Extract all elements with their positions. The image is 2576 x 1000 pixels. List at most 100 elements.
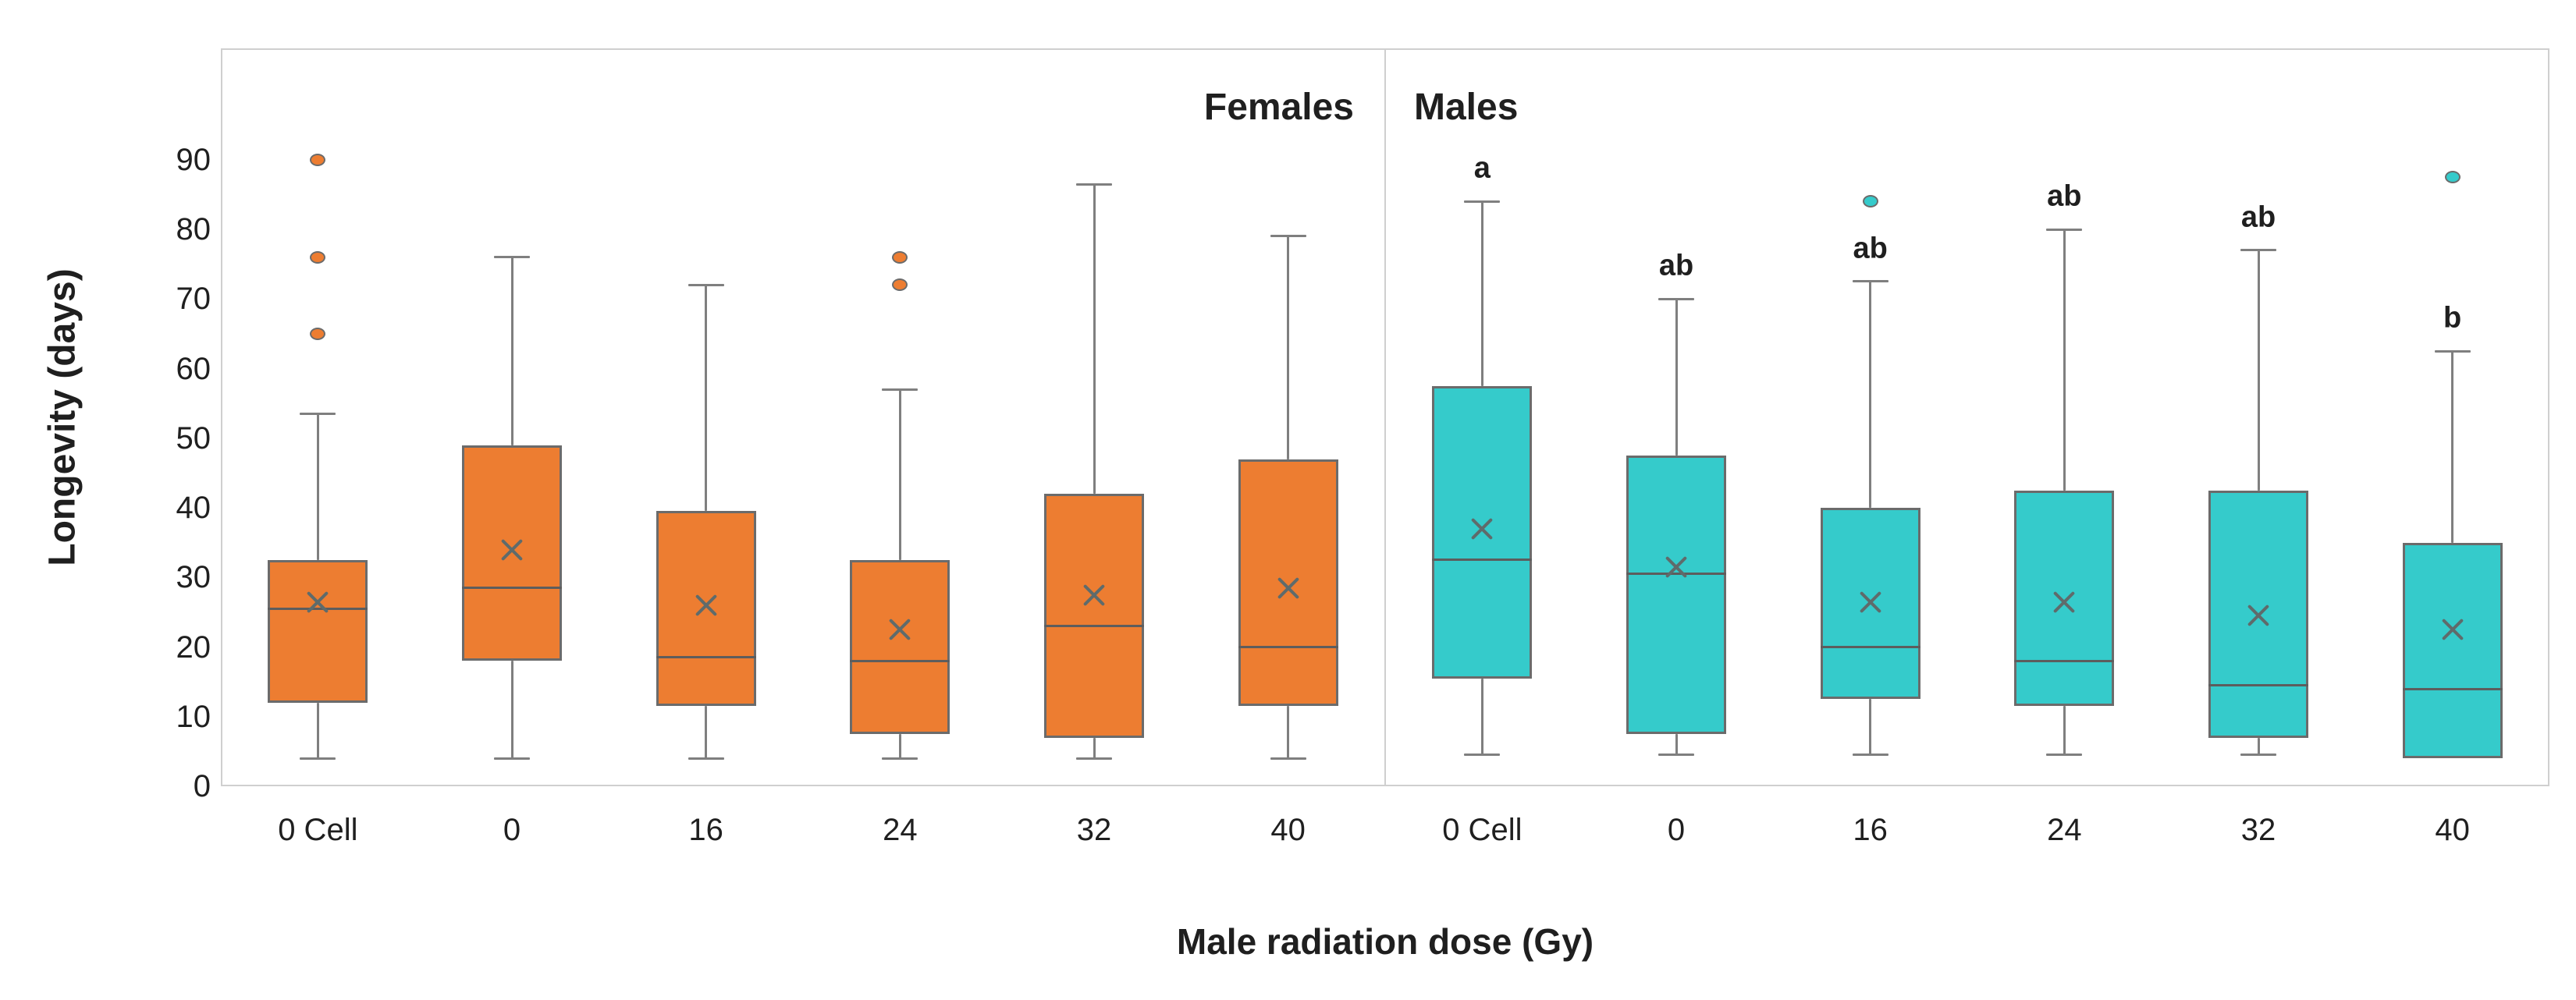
- whisker-lower-line: [316, 702, 319, 759]
- whisker-lower-line: [1287, 706, 1290, 759]
- mean-marker: [691, 590, 722, 621]
- whisker-lower-cap: [882, 757, 918, 760]
- iqr-box: [1238, 459, 1338, 707]
- median-line: [850, 659, 950, 662]
- outlier-point: [310, 250, 326, 264]
- mean-marker: [884, 614, 915, 645]
- whisker-upper-cap: [1852, 280, 1888, 283]
- whisker-lower-cap: [1852, 754, 1888, 757]
- whisker-upper-line: [2451, 351, 2454, 543]
- significance-letter: ab: [2047, 179, 2082, 213]
- whisker-lower-line: [2257, 737, 2260, 755]
- whisker-upper-cap: [1076, 183, 1112, 186]
- whisker-upper-cap: [494, 256, 530, 259]
- iqr-box: [1432, 385, 1533, 679]
- iqr-box: [1626, 456, 1726, 735]
- x-tick-label: 24: [2047, 813, 2082, 847]
- whisker-lower-line: [2063, 706, 2066, 755]
- y-tick-label: 30: [176, 560, 211, 595]
- whisker-upper-cap: [2046, 228, 2083, 231]
- significance-letter: ab: [1658, 249, 1694, 282]
- y-tick-label: 70: [176, 282, 211, 317]
- median-line: [2208, 684, 2308, 687]
- mean-marker: [2243, 600, 2274, 631]
- whisker-upper-line: [2257, 250, 2260, 491]
- x-tick-label: 32: [2240, 813, 2276, 847]
- whisker-upper-line: [510, 257, 513, 445]
- whisker-lower-line: [705, 706, 708, 759]
- median-line: [268, 607, 368, 610]
- panel-label-females: Females: [1203, 87, 1354, 128]
- median-line: [462, 587, 562, 590]
- x-tick-label: 16: [688, 813, 723, 847]
- iqr-box: [268, 559, 368, 703]
- whisker-lower-cap: [1658, 754, 1694, 757]
- whisker-upper-line: [1287, 236, 1290, 459]
- significance-letter: ab: [1853, 232, 1888, 265]
- whisker-lower-line: [898, 734, 901, 759]
- y-tick-label: 90: [176, 142, 211, 177]
- mean-marker: [302, 587, 333, 618]
- x-axis-title: Male radiation dose (Gy): [1176, 921, 1594, 962]
- whisker-upper-cap: [1270, 235, 1306, 238]
- y-tick-label: 40: [176, 491, 211, 526]
- outlier-point: [310, 327, 326, 340]
- y-tick-label: 10: [176, 699, 211, 734]
- mean-marker: [2437, 614, 2468, 645]
- whisker-lower-cap: [688, 757, 724, 760]
- median-line: [2014, 659, 2115, 662]
- whisker-lower-cap: [1270, 757, 1306, 760]
- x-tick-label: 24: [883, 813, 918, 847]
- x-tick-label: 0: [1667, 813, 1686, 847]
- mean-marker: [1273, 573, 1304, 604]
- whisker-upper-line: [1869, 281, 1872, 509]
- x-tick-label: 0 Cell: [1442, 813, 1523, 847]
- y-tick-label: 60: [176, 351, 211, 386]
- iqr-box: [1044, 494, 1144, 738]
- whisker-upper-cap: [688, 283, 724, 286]
- median-line: [2402, 687, 2503, 690]
- whisker-lower-line: [1093, 737, 1096, 759]
- whisker-upper-line: [1093, 184, 1096, 495]
- whisker-upper-line: [705, 285, 708, 512]
- outlier-point: [892, 250, 908, 264]
- y-tick-label: 80: [176, 212, 211, 247]
- outlier-point: [310, 153, 326, 166]
- whisker-upper-line: [898, 389, 901, 560]
- median-line: [656, 656, 756, 659]
- mean-marker: [2048, 587, 2080, 618]
- x-tick-label: 0 Cell: [278, 813, 358, 847]
- whisker-upper-cap: [882, 388, 918, 391]
- iqr-box: [2402, 542, 2503, 759]
- whisker-upper-cap: [1658, 297, 1694, 300]
- whisker-lower-line: [1480, 678, 1483, 755]
- x-tick-label: 16: [1853, 813, 1888, 847]
- whisker-upper-cap: [2240, 249, 2276, 252]
- significance-letter: a: [1473, 151, 1491, 185]
- x-tick-label: 32: [1076, 813, 1112, 847]
- outlier-point: [1862, 195, 1878, 208]
- outlier-point: [2444, 171, 2461, 184]
- x-tick-label: 0: [503, 813, 521, 847]
- whisker-upper-cap: [2434, 349, 2471, 353]
- panel-divider-line: [1384, 48, 1386, 786]
- whisker-lower-cap: [1464, 754, 1501, 757]
- iqr-box: [462, 445, 562, 661]
- whisker-upper-line: [1480, 201, 1483, 386]
- whisker-upper-line: [2063, 229, 2066, 491]
- mean-marker: [1078, 580, 1110, 611]
- significance-letter: b: [2443, 301, 2462, 335]
- mean-marker: [1855, 587, 1886, 618]
- whisker-lower-cap: [494, 757, 530, 760]
- median-line: [1238, 646, 1338, 648]
- median-line: [1820, 646, 1920, 648]
- x-tick-label: 40: [2435, 813, 2470, 847]
- mean-marker: [1466, 513, 1498, 544]
- median-line: [1432, 559, 1533, 562]
- y-tick-label: 20: [176, 629, 211, 665]
- whisker-lower-cap: [300, 757, 336, 760]
- whisker-lower-line: [1675, 734, 1678, 755]
- x-tick-label: 40: [1270, 813, 1306, 847]
- whisker-upper-cap: [1464, 200, 1501, 203]
